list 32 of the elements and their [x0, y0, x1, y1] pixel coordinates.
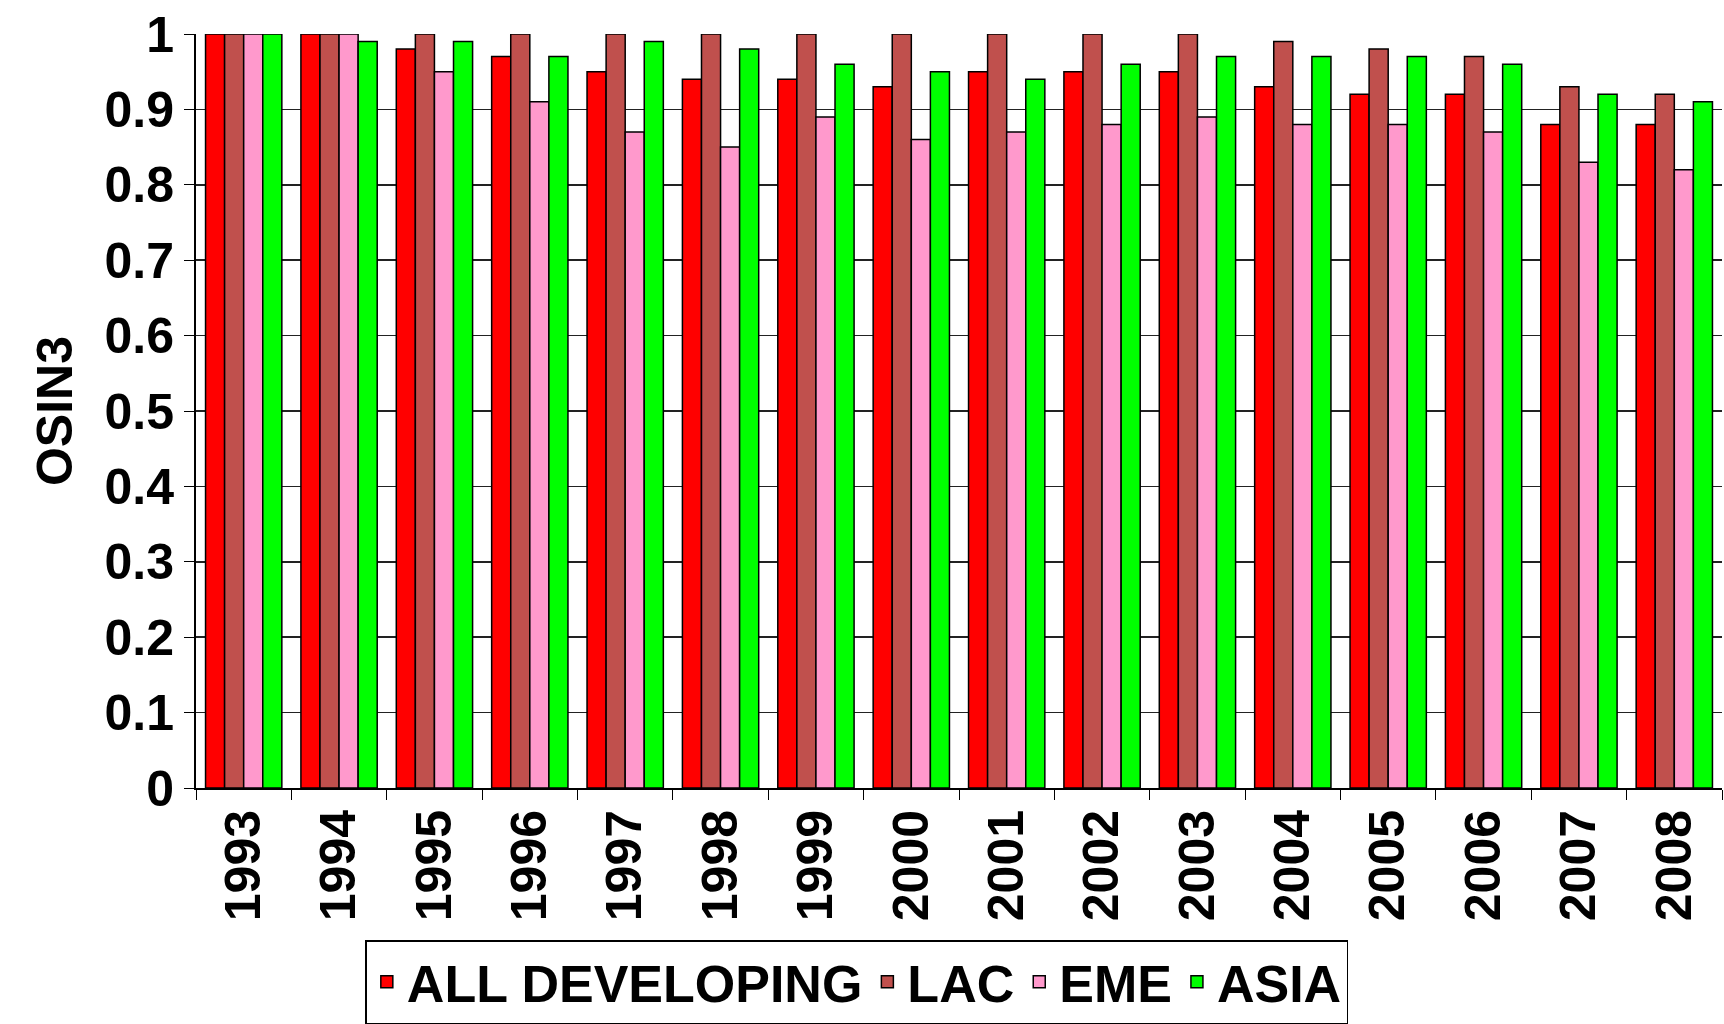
y-tick-label: 0.9: [104, 81, 174, 138]
legend-label: ALL DEVELOPING: [406, 955, 863, 1014]
x-tick-label: 2008: [1645, 810, 1702, 922]
y-tick-label: 0.2: [104, 609, 174, 666]
y-tick-label: 0.6: [104, 308, 174, 365]
x-tick-label: 1997: [596, 810, 653, 922]
x-tick-label: 1998: [691, 810, 748, 922]
y-tick-label: 0: [146, 760, 174, 817]
y-tick-label: 0.5: [104, 383, 174, 440]
x-tick-label: 2000: [882, 810, 939, 922]
y-axis-title: OSIN3: [26, 335, 83, 487]
y-tick-label: 0.1: [104, 685, 174, 742]
x-tick-label: 2005: [1359, 810, 1416, 922]
legend-label: EME: [1059, 955, 1172, 1014]
y-tick-label: 0.3: [104, 534, 174, 591]
x-tick-label: 1995: [405, 810, 462, 922]
y-tick-label: 0.4: [104, 458, 175, 515]
y-tick-label: 1: [146, 6, 174, 63]
x-tick-label: 1996: [501, 810, 558, 922]
x-tick-label: 2006: [1454, 810, 1511, 922]
x-tick-label: 1993: [214, 810, 271, 922]
y-tick-label: 0.7: [104, 232, 174, 289]
x-tick-label: 1999: [787, 810, 844, 922]
legend-label: LAC: [907, 955, 1015, 1014]
y-tick-label: 0.8: [104, 157, 174, 214]
x-tick-label: 1994: [310, 809, 367, 922]
legend-label: ASIA: [1216, 955, 1342, 1014]
x-tick-label: 2004: [1264, 809, 1321, 922]
x-tick-label: 2003: [1168, 810, 1225, 922]
x-tick-label: 2002: [1073, 810, 1130, 922]
x-tick-label: 2001: [977, 810, 1034, 922]
x-tick-label: 2007: [1550, 810, 1607, 922]
